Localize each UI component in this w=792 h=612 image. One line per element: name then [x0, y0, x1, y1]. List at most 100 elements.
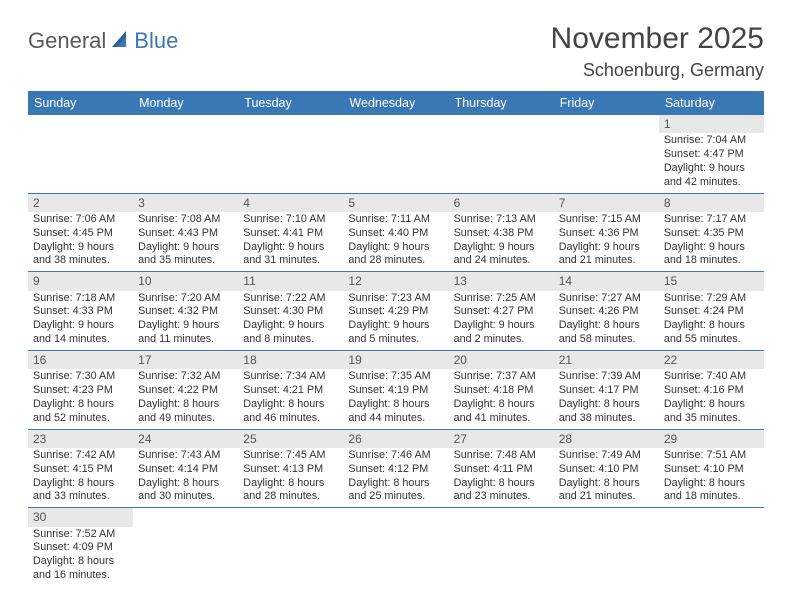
sunset-text: Sunset: 4:09 PM	[33, 541, 128, 555]
day-cell: 25Sunrise: 7:45 AMSunset: 4:13 PMDayligh…	[238, 430, 343, 508]
daylight-text-2: and 2 minutes.	[454, 333, 549, 347]
daylight-text-2: and 25 minutes.	[348, 490, 443, 504]
day-cell: 7Sunrise: 7:15 AMSunset: 4:36 PMDaylight…	[554, 194, 659, 272]
day-number: 21	[554, 351, 659, 369]
day-number: 14	[554, 272, 659, 290]
logo-text-blue: Blue	[134, 28, 178, 54]
weekday-header: Monday	[133, 92, 238, 115]
sunrise-text: Sunrise: 7:49 AM	[559, 449, 654, 463]
day-cell: 24Sunrise: 7:43 AMSunset: 4:14 PMDayligh…	[133, 430, 238, 508]
day-cell: 4Sunrise: 7:10 AMSunset: 4:41 PMDaylight…	[238, 194, 343, 272]
logo-text-general: General	[28, 28, 106, 54]
daylight-text-2: and 14 minutes.	[33, 333, 128, 347]
day-number: 19	[343, 351, 448, 369]
day-cell: 9Sunrise: 7:18 AMSunset: 4:33 PMDaylight…	[28, 272, 133, 350]
sunset-text: Sunset: 4:12 PM	[348, 463, 443, 477]
day-details: Sunrise: 7:29 AMSunset: 4:24 PMDaylight:…	[659, 291, 764, 350]
day-details: Sunrise: 7:48 AMSunset: 4:11 PMDaylight:…	[449, 448, 554, 507]
daylight-text-2: and 5 minutes.	[348, 333, 443, 347]
daylight-text-1: Daylight: 8 hours	[559, 319, 654, 333]
day-cell: 20Sunrise: 7:37 AMSunset: 4:18 PMDayligh…	[449, 351, 554, 429]
day-details: Sunrise: 7:49 AMSunset: 4:10 PMDaylight:…	[554, 448, 659, 507]
week-row: 23Sunrise: 7:42 AMSunset: 4:15 PMDayligh…	[28, 430, 764, 509]
daylight-text-2: and 55 minutes.	[664, 333, 759, 347]
daylight-text-2: and 49 minutes.	[138, 412, 233, 426]
day-number: 25	[238, 430, 343, 448]
daylight-text-1: Daylight: 9 hours	[243, 241, 338, 255]
day-details: Sunrise: 7:13 AMSunset: 4:38 PMDaylight:…	[449, 212, 554, 271]
sunset-text: Sunset: 4:40 PM	[348, 227, 443, 241]
week-row: 1Sunrise: 7:04 AMSunset: 4:47 PMDaylight…	[28, 115, 764, 194]
day-details: Sunrise: 7:45 AMSunset: 4:13 PMDaylight:…	[238, 448, 343, 507]
weekday-header: Friday	[554, 92, 659, 115]
week-row: 9Sunrise: 7:18 AMSunset: 4:33 PMDaylight…	[28, 272, 764, 351]
daylight-text-1: Daylight: 9 hours	[559, 241, 654, 255]
sunrise-text: Sunrise: 7:06 AM	[33, 213, 128, 227]
day-cell	[133, 115, 238, 193]
day-details: Sunrise: 7:46 AMSunset: 4:12 PMDaylight:…	[343, 448, 448, 507]
day-cell: 10Sunrise: 7:20 AMSunset: 4:32 PMDayligh…	[133, 272, 238, 350]
sunset-text: Sunset: 4:26 PM	[559, 305, 654, 319]
daylight-text-2: and 23 minutes.	[454, 490, 549, 504]
daylight-text-1: Daylight: 8 hours	[138, 477, 233, 491]
daylight-text-2: and 21 minutes.	[559, 490, 654, 504]
day-number: 15	[659, 272, 764, 290]
sunrise-text: Sunrise: 7:32 AM	[138, 370, 233, 384]
day-details: Sunrise: 7:34 AMSunset: 4:21 PMDaylight:…	[238, 369, 343, 428]
sunset-text: Sunset: 4:43 PM	[138, 227, 233, 241]
day-number: 24	[133, 430, 238, 448]
day-number: 7	[554, 194, 659, 212]
daylight-text-1: Daylight: 9 hours	[664, 162, 759, 176]
daylight-text-2: and 41 minutes.	[454, 412, 549, 426]
daylight-text-1: Daylight: 8 hours	[243, 477, 338, 491]
daylight-text-1: Daylight: 8 hours	[138, 398, 233, 412]
sunrise-text: Sunrise: 7:18 AM	[33, 292, 128, 306]
sunrise-text: Sunrise: 7:52 AM	[33, 528, 128, 542]
day-cell: 14Sunrise: 7:27 AMSunset: 4:26 PMDayligh…	[554, 272, 659, 350]
sunset-text: Sunset: 4:27 PM	[454, 305, 549, 319]
day-number: 16	[28, 351, 133, 369]
sunset-text: Sunset: 4:33 PM	[33, 305, 128, 319]
day-details: Sunrise: 7:20 AMSunset: 4:32 PMDaylight:…	[133, 291, 238, 350]
daylight-text-1: Daylight: 9 hours	[33, 241, 128, 255]
daylight-text-2: and 30 minutes.	[138, 490, 233, 504]
sunset-text: Sunset: 4:32 PM	[138, 305, 233, 319]
day-details: Sunrise: 7:17 AMSunset: 4:35 PMDaylight:…	[659, 212, 764, 271]
daylight-text-1: Daylight: 8 hours	[243, 398, 338, 412]
location-label: Schoenburg, Germany	[551, 60, 764, 81]
day-cell: 13Sunrise: 7:25 AMSunset: 4:27 PMDayligh…	[449, 272, 554, 350]
day-number: 20	[449, 351, 554, 369]
weekday-header: Wednesday	[343, 92, 448, 115]
sunrise-text: Sunrise: 7:22 AM	[243, 292, 338, 306]
day-cell	[554, 508, 659, 586]
daylight-text-1: Daylight: 8 hours	[454, 477, 549, 491]
daylight-text-2: and 31 minutes.	[243, 254, 338, 268]
sunset-text: Sunset: 4:15 PM	[33, 463, 128, 477]
day-cell: 15Sunrise: 7:29 AMSunset: 4:24 PMDayligh…	[659, 272, 764, 350]
day-cell: 5Sunrise: 7:11 AMSunset: 4:40 PMDaylight…	[343, 194, 448, 272]
day-details: Sunrise: 7:11 AMSunset: 4:40 PMDaylight:…	[343, 212, 448, 271]
sunrise-text: Sunrise: 7:35 AM	[348, 370, 443, 384]
day-number: 26	[343, 430, 448, 448]
daylight-text-1: Daylight: 8 hours	[33, 398, 128, 412]
day-number: 27	[449, 430, 554, 448]
day-details: Sunrise: 7:25 AMSunset: 4:27 PMDaylight:…	[449, 291, 554, 350]
daylight-text-2: and 21 minutes.	[559, 254, 654, 268]
daylight-text-2: and 42 minutes.	[664, 176, 759, 190]
day-number: 4	[238, 194, 343, 212]
daylight-text-1: Daylight: 9 hours	[243, 319, 338, 333]
day-details: Sunrise: 7:39 AMSunset: 4:17 PMDaylight:…	[554, 369, 659, 428]
sunrise-text: Sunrise: 7:04 AM	[664, 134, 759, 148]
daylight-text-2: and 16 minutes.	[33, 569, 128, 583]
sunrise-text: Sunrise: 7:43 AM	[138, 449, 233, 463]
sunset-text: Sunset: 4:21 PM	[243, 384, 338, 398]
logo: General Blue	[28, 28, 178, 54]
day-cell: 8Sunrise: 7:17 AMSunset: 4:35 PMDaylight…	[659, 194, 764, 272]
header: General Blue November 2025 Schoenburg, G…	[28, 22, 764, 81]
sunrise-text: Sunrise: 7:10 AM	[243, 213, 338, 227]
sunset-text: Sunset: 4:17 PM	[559, 384, 654, 398]
sunrise-text: Sunrise: 7:13 AM	[454, 213, 549, 227]
day-cell	[449, 508, 554, 586]
day-cell: 12Sunrise: 7:23 AMSunset: 4:29 PMDayligh…	[343, 272, 448, 350]
daylight-text-1: Daylight: 8 hours	[348, 477, 443, 491]
